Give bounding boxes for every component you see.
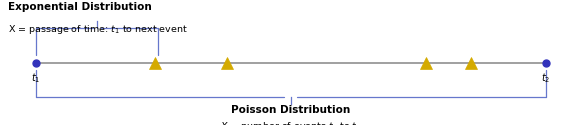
Text: $X$ = number of events $t_1$ to $t_2$: $X$ = number of events $t_1$ to $t_2$ — [220, 120, 362, 125]
Text: X = passage of time: $t_1$ to next event: X = passage of time: $t_1$ to next event — [8, 23, 188, 36]
Text: Exponential Distribution: Exponential Distribution — [8, 2, 152, 12]
Text: $t_2$: $t_2$ — [541, 71, 550, 85]
Text: Poisson Distribution: Poisson Distribution — [231, 105, 350, 115]
Text: $t_1$: $t_1$ — [32, 71, 41, 85]
